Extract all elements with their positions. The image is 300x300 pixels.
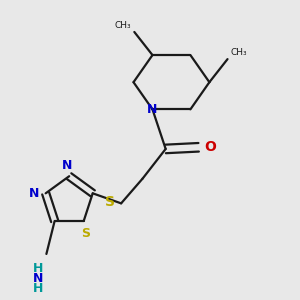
Text: H: H [33,282,43,295]
Text: N: N [147,103,158,116]
Text: O: O [205,140,217,154]
Text: CH₃: CH₃ [114,21,131,30]
Text: H: H [33,262,43,275]
Text: N: N [29,187,40,200]
Text: N: N [33,272,43,285]
Text: S: S [105,195,115,209]
Text: N: N [62,159,73,172]
Text: CH₃: CH₃ [231,49,248,58]
Text: S: S [81,227,90,240]
